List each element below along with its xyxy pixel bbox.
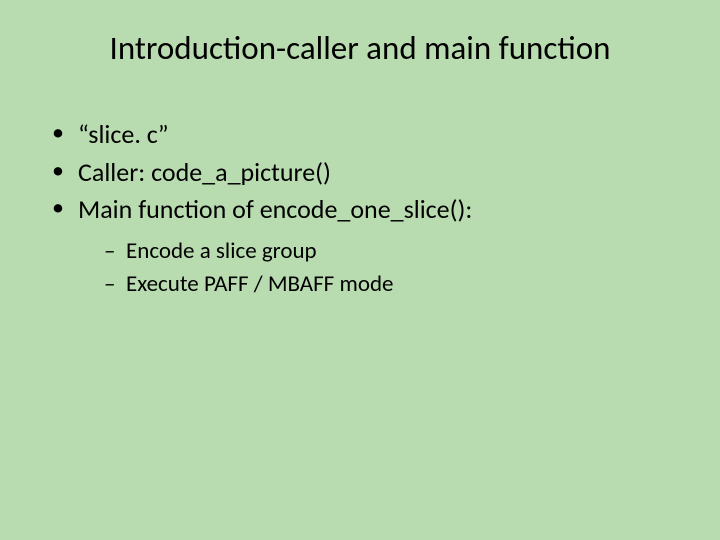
slide-content: “slice. c” Caller: code_a_picture() Main… xyxy=(0,116,720,302)
sub-bullet-text: Execute PAFF / MBAFF mode xyxy=(126,270,393,298)
sub-list-item: Encode a slice group xyxy=(104,235,720,268)
slide: Introduction-caller and main function “s… xyxy=(0,0,720,540)
bullet-text: Caller: code_a_picture() xyxy=(78,156,331,188)
sub-list-item: Execute PAFF / MBAFF mode xyxy=(104,268,720,301)
list-item: Main function of encode_one_slice(): Enc… xyxy=(52,191,720,301)
list-item: “slice. c” xyxy=(52,116,720,154)
slide-title: Introduction-caller and main function xyxy=(0,28,720,68)
list-item: Caller: code_a_picture() xyxy=(52,154,720,192)
bullet-text: “slice. c” xyxy=(78,118,169,150)
bullet-list: “slice. c” Caller: code_a_picture() Main… xyxy=(52,116,720,302)
sub-bullet-list: Encode a slice group Execute PAFF / MBAF… xyxy=(104,235,720,302)
bullet-text: Main function of encode_one_slice(): xyxy=(78,193,472,225)
sub-bullet-text: Encode a slice group xyxy=(126,237,317,265)
